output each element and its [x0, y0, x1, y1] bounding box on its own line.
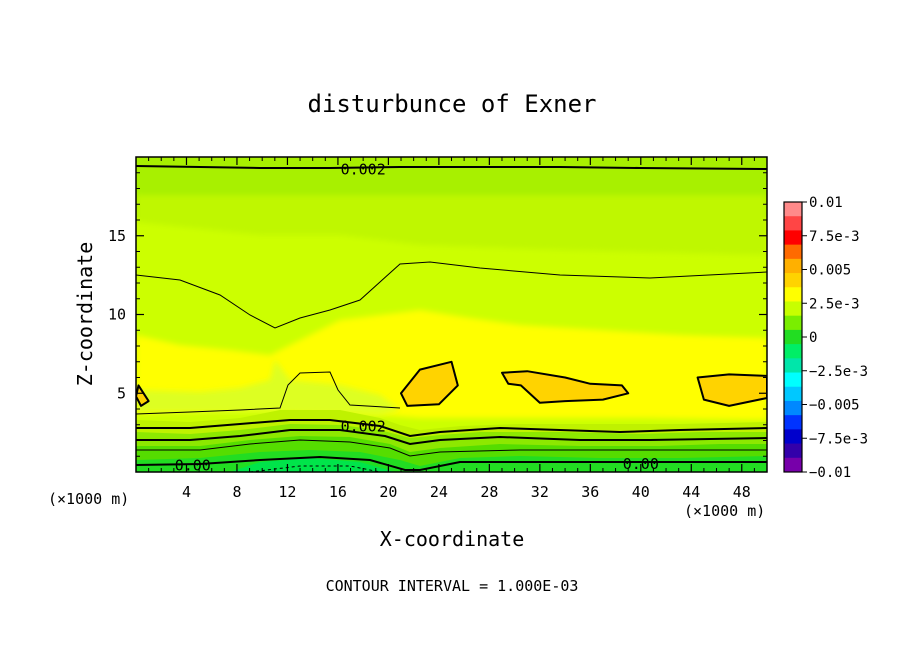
contour-label: 0.002	[341, 161, 386, 179]
contour-label: 0.00	[175, 457, 211, 475]
contour-lower-1	[136, 419, 767, 438]
max-cells	[136, 360, 767, 407]
max-cell	[136, 384, 150, 407]
y-ticks: 5 10 15	[108, 227, 767, 402]
plot-area	[136, 157, 767, 472]
x-tick-label: 48	[733, 483, 751, 501]
colorbar-label: 0	[809, 330, 817, 346]
contour-label: 0.00	[623, 455, 659, 473]
colorbar-swatch	[784, 443, 802, 459]
colorbar-label: 7.5e-3	[809, 229, 860, 245]
colorbar-label: 0.01	[809, 195, 843, 211]
x-unit-right: (×1000 m)	[684, 502, 765, 520]
contour-top	[136, 165, 767, 170]
max-cell	[501, 370, 630, 404]
colorbar-label: −0.01	[809, 465, 851, 481]
colorbar-swatch	[784, 400, 802, 416]
x-axis-label: X-coordinate	[380, 527, 525, 551]
x-tick-label: 20	[379, 483, 397, 501]
x-tick-label: 8	[232, 483, 241, 501]
colorbar-labels: 0.01 7.5e-3 0.005 2.5e-3 0 −2.5e-3 −0.005 −7.5e…	[802, 195, 868, 481]
colorbar-label: 2.5e-3	[809, 296, 860, 312]
colorbar-swatch	[784, 372, 802, 388]
x-tick-label: 12	[278, 483, 296, 501]
x-unit-left: (×1000 m)	[48, 490, 129, 508]
colorbar-swatch	[784, 230, 802, 246]
colorbar-swatch	[784, 301, 802, 317]
colorbar-swatch	[784, 386, 802, 402]
contour-label: 0.002	[341, 417, 386, 435]
y-axis-label: Z-coordinate	[73, 242, 97, 387]
colorbar-swatch	[784, 358, 802, 374]
filled-bands	[136, 157, 767, 472]
x-tick-label: 28	[480, 483, 498, 501]
colorbar-label: −2.5e-3	[809, 364, 868, 380]
colorbar-swatch	[784, 258, 802, 274]
contour-interval-note: CONTOUR INTERVAL = 1.000E-03	[326, 577, 579, 595]
contour-dome	[136, 371, 401, 415]
colorbar-swatch	[784, 329, 802, 345]
colorbar-swatch	[784, 415, 802, 430]
max-cell	[400, 360, 459, 407]
colorbar-label: −0.005	[809, 398, 860, 414]
contour-zero	[136, 455, 767, 471]
band-upper-light	[136, 195, 767, 255]
band-dip-light	[136, 360, 400, 415]
colorbar-swatch	[784, 315, 802, 331]
colorbar-label: −7.5e-3	[809, 431, 868, 447]
band-bottom-green	[230, 458, 395, 472]
y-tick-label: 10	[108, 306, 126, 324]
colorbar-swatch	[784, 216, 802, 231]
x-tick-label: 40	[632, 483, 650, 501]
x-tick-label: 32	[531, 483, 549, 501]
chart-title: disturbunce of Exner	[308, 90, 597, 118]
x-tick-label: 4	[182, 483, 191, 501]
x-minor-ticks	[148, 157, 755, 472]
y-tick-label: 15	[108, 227, 126, 245]
x-ticks: 4 8 12 16 20 24 28 32 36 40 44 48	[182, 157, 751, 501]
contour-upper	[136, 261, 767, 329]
y-tick-label: 5	[117, 384, 126, 402]
y-minor-ticks	[136, 172, 767, 457]
colorbar-swatch	[784, 457, 802, 473]
x-tick-label: 16	[329, 483, 347, 501]
contour-line-labels: 0.002 0.002 0.00 0.00	[175, 161, 659, 475]
contour-lower-3	[136, 439, 767, 457]
x-tick-label: 36	[581, 483, 599, 501]
colorbar-swatch	[784, 244, 802, 260]
contour-lower-2	[136, 429, 767, 446]
colorbar-swatch	[784, 202, 802, 217]
colorbar-swatch	[784, 344, 802, 359]
colorbar-swatch	[784, 287, 802, 302]
colorbar-swatch	[784, 273, 802, 288]
x-tick-label: 24	[430, 483, 448, 501]
colorbar	[783, 201, 803, 473]
colorbar-swatch	[784, 429, 802, 445]
colorbar-label: 0.005	[809, 263, 851, 279]
x-tick-label: 44	[682, 483, 700, 501]
max-cell	[696, 373, 767, 407]
